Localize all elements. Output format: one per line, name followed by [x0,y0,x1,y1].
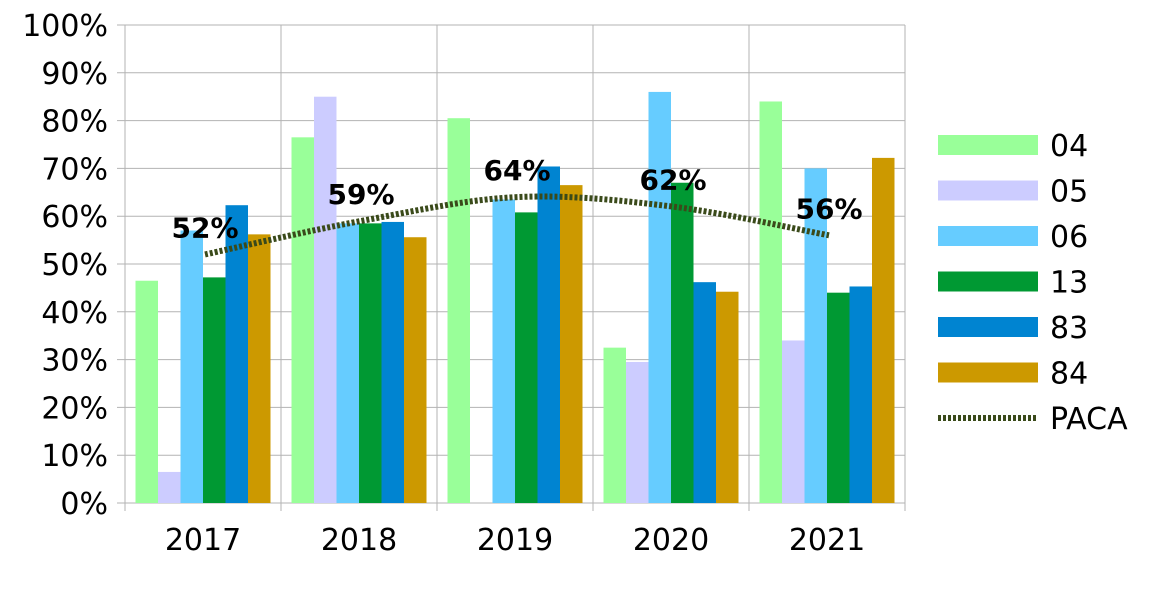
bar-05-2020 [626,361,649,503]
bar-06-2021 [804,168,827,503]
x-tick-label: 2017 [165,523,241,558]
legend-swatch-83 [938,317,1038,337]
bar-05-2021 [782,340,805,503]
legend-label: 05 [1050,175,1088,210]
legend-swatch-13 [938,271,1038,292]
bar-06-2020 [648,91,671,504]
bar-04-2017 [135,280,158,503]
bar-84-2018 [404,237,427,503]
paca-data-label: 64% [483,154,550,187]
bar-84-2020 [716,291,739,503]
y-tick-label: 100% [22,9,108,44]
y-tick-label: 60% [41,200,108,235]
paca-data-label: 56% [795,192,862,225]
legend-swatch-84 [938,362,1038,383]
legend-label: PACA [1050,402,1128,437]
x-tick-label: 2020 [633,523,709,558]
legend-label: 83 [1050,311,1088,346]
y-tick-label: 0% [60,487,108,522]
y-tick-label: 20% [41,391,108,426]
bar-04-2020 [603,347,626,503]
bar-04-2019 [447,118,470,504]
bar-83-2019 [537,166,560,503]
bar-83-2020 [693,282,716,503]
y-tick-label: 40% [41,296,108,331]
bar-06-2017 [180,230,203,504]
bar-13-2021 [827,292,850,503]
bar-84-2019 [560,185,583,503]
y-axis-ticks: 0% 10% 20% 30% 40% 50% 60% 70% 80% 90% 100% [22,9,108,522]
paca-line [204,193,830,258]
bar-13-2019 [515,212,538,503]
bar-04-2018 [291,137,314,503]
bar-13-2018 [359,223,382,503]
bar-83-2017 [225,205,248,503]
legend-label: 13 [1050,266,1088,301]
bar-13-2017 [203,277,226,503]
bar-05-2017 [158,471,181,503]
paca-data-label: 59% [327,178,394,211]
legend-label: 06 [1050,220,1088,255]
bar-13-2020 [671,182,694,504]
legend-swatch-04 [938,135,1038,155]
legend-swatch-06 [938,226,1038,246]
paca-data-label: 52% [171,211,238,244]
y-tick-label: 90% [41,57,108,92]
bars [135,91,895,504]
y-tick-label: 30% [41,344,108,379]
x-tick-label: 2018 [321,523,397,558]
paca-data-label: 62% [639,164,706,197]
x-tick-label: 2021 [789,523,865,558]
bar-05-2018 [314,96,337,503]
x-tick-label: 2019 [477,523,553,558]
legend-label: 84 [1050,357,1088,392]
y-tick-label: 50% [41,248,108,283]
legend: 04 05 06 13 83 84 PACA [938,129,1128,437]
legend-swatch-05 [938,180,1038,201]
data-labels: 52% 59% 64% 62% 56% [171,154,862,244]
legend-label: 04 [1050,129,1088,164]
bar-83-2018 [381,221,404,503]
bar-04-2021 [759,101,782,503]
bar-06-2018 [336,223,359,503]
bar-06-2019 [492,199,515,503]
bar-83-2021 [849,286,872,503]
y-tick-label: 80% [41,105,108,140]
x-axis-ticks: 2017 2018 2019 2020 2021 [165,523,865,558]
y-tick-label: 70% [41,152,108,187]
bar-84-2017 [248,234,271,503]
paca-line-path [204,193,830,258]
y-tick-label: 10% [41,439,108,474]
bar-84-2021 [872,157,895,503]
